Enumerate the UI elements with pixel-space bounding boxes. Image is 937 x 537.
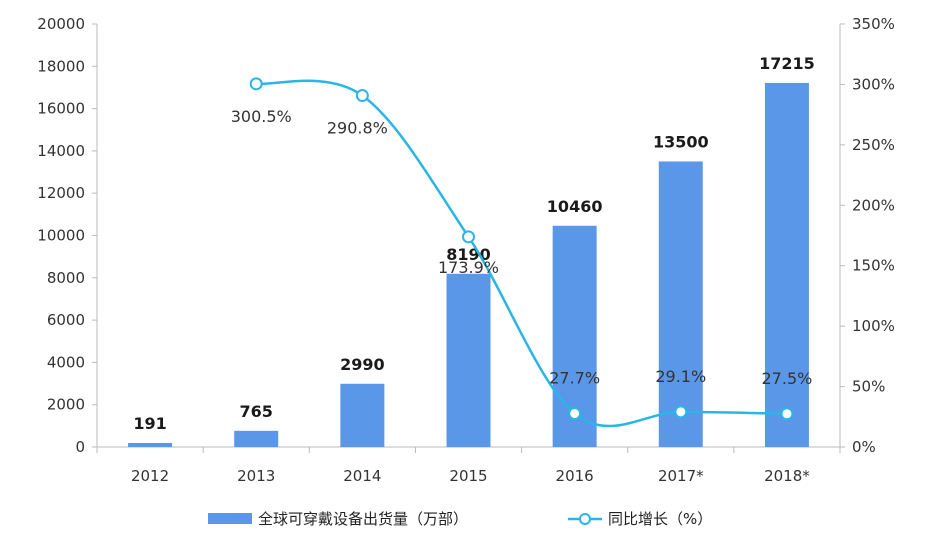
legend-line-marker (579, 513, 591, 525)
bar-value-label: 765 (240, 402, 273, 421)
y-left-tick-label: 2000 (47, 396, 85, 414)
bar-value-label: 10460 (547, 197, 603, 216)
bar-value-label: 2990 (340, 355, 385, 374)
x-tick-label: 2015 (449, 467, 487, 485)
line-value-label: 27.7% (549, 369, 600, 388)
y-left-tick-label: 4000 (47, 353, 85, 371)
bar (446, 273, 491, 447)
y-right-tick-label: 50% (852, 378, 885, 396)
bar-value-label: 13500 (653, 132, 709, 151)
y-right-tick-label: 350% (852, 15, 895, 33)
line-point (674, 405, 688, 419)
y-left-tick-label: 18000 (37, 57, 85, 75)
bar (658, 161, 703, 447)
line-value-label: 290.8% (327, 119, 388, 138)
y-left-tick-label: 14000 (37, 142, 85, 160)
y-right-tick-label: 200% (852, 196, 895, 214)
legend-bar-label: 全球可穿戴设备出货量（万部） (258, 510, 468, 528)
x-tick-label: 2018* (764, 467, 810, 485)
y-right-tick-label: 150% (852, 257, 895, 275)
y-left-tick-label: 12000 (37, 184, 85, 202)
x-tick-label: 2013 (237, 467, 275, 485)
bar (128, 442, 173, 447)
bar-value-label: 191 (133, 414, 166, 433)
legend-line-label: 同比增长（%） (608, 510, 712, 528)
bar-value-label: 17215 (759, 54, 815, 73)
line-value-label: 27.5% (762, 369, 813, 388)
bar-value-label: 8190 (446, 245, 491, 264)
y-left-tick-label: 20000 (37, 15, 85, 33)
line-point (249, 77, 263, 91)
y-left-tick-label: 8000 (47, 269, 85, 287)
y-right-tick-label: 300% (852, 75, 895, 93)
x-tick-label: 2012 (131, 467, 169, 485)
x-tick-label: 2017* (658, 467, 704, 485)
x-tick-label: 2014 (343, 467, 381, 485)
y-right-tick-label: 250% (852, 136, 895, 154)
y-right-tick-label: 0% (852, 438, 876, 456)
line-value-label: 29.1% (655, 367, 706, 386)
line-value-label: 173.9% (438, 258, 499, 277)
line-value-label: 300.5% (231, 107, 292, 126)
line-point (780, 407, 794, 421)
legend-bar-swatch (208, 513, 252, 524)
y-right-tick-label: 100% (852, 317, 895, 335)
line-point (462, 230, 475, 244)
bar (764, 82, 809, 448)
y-left-tick-label: 16000 (37, 100, 85, 118)
bar (340, 383, 385, 447)
line-point (568, 407, 582, 421)
y-left-tick-label: 6000 (47, 311, 85, 329)
x-tick-label: 2016 (556, 467, 594, 485)
y-left-tick-label: 0 (75, 438, 85, 456)
bar (234, 430, 279, 447)
line-point (355, 89, 369, 103)
y-left-tick-label: 10000 (37, 227, 85, 245)
